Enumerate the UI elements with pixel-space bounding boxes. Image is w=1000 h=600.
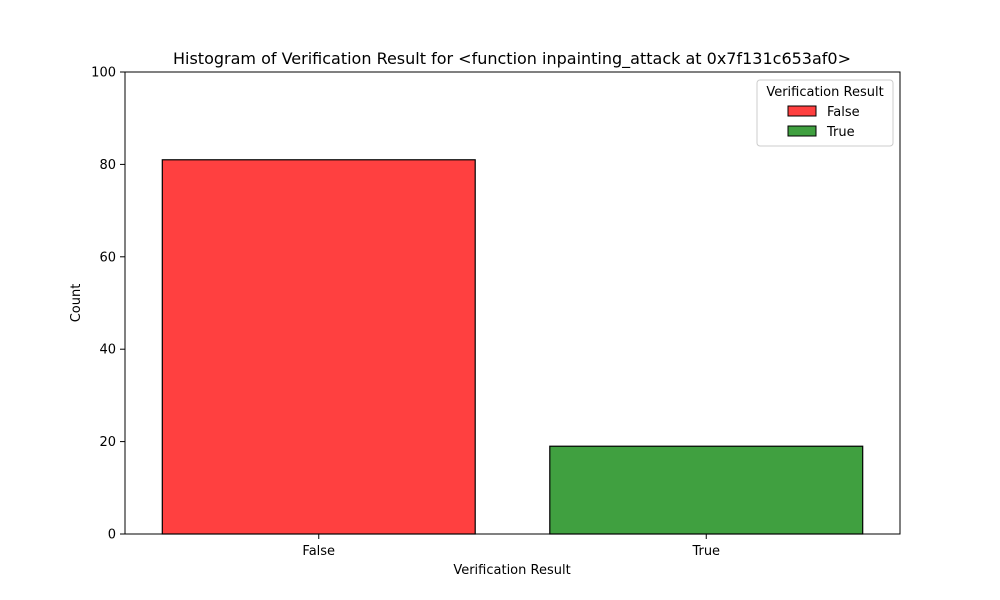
legend-swatch-true	[787, 125, 817, 137]
chart-title: Histogram of Verification Result for <fu…	[173, 49, 851, 69]
legend-swatch-false	[787, 105, 817, 117]
bars-layer	[161, 159, 864, 535]
y-axis-ticks: 0 20 40 60 80 100	[91, 66, 125, 543]
y-tick-label: 40	[99, 343, 116, 358]
y-tick-label: 20	[99, 435, 116, 450]
y-tick-label: 0	[108, 528, 116, 543]
plot-area-frame	[124, 71, 901, 535]
y-tick-label: 60	[99, 250, 116, 265]
x-tick-label: True	[691, 544, 720, 559]
legend: Verification Result False True	[756, 79, 894, 147]
x-axis-ticks: False True	[302, 534, 720, 559]
bar-true	[549, 445, 864, 535]
legend-label-false: False	[827, 105, 860, 120]
legend-title: Verification Result	[766, 85, 883, 100]
legend-entries: False True	[787, 105, 860, 140]
x-axis-label: Verification Result	[453, 563, 570, 578]
y-axis-label: Count	[69, 284, 84, 323]
x-tick-label: False	[302, 544, 335, 559]
bar-false	[161, 159, 476, 535]
y-tick-label: 80	[99, 158, 116, 173]
y-tick-label: 100	[91, 66, 116, 81]
legend-label-true: True	[826, 125, 855, 140]
